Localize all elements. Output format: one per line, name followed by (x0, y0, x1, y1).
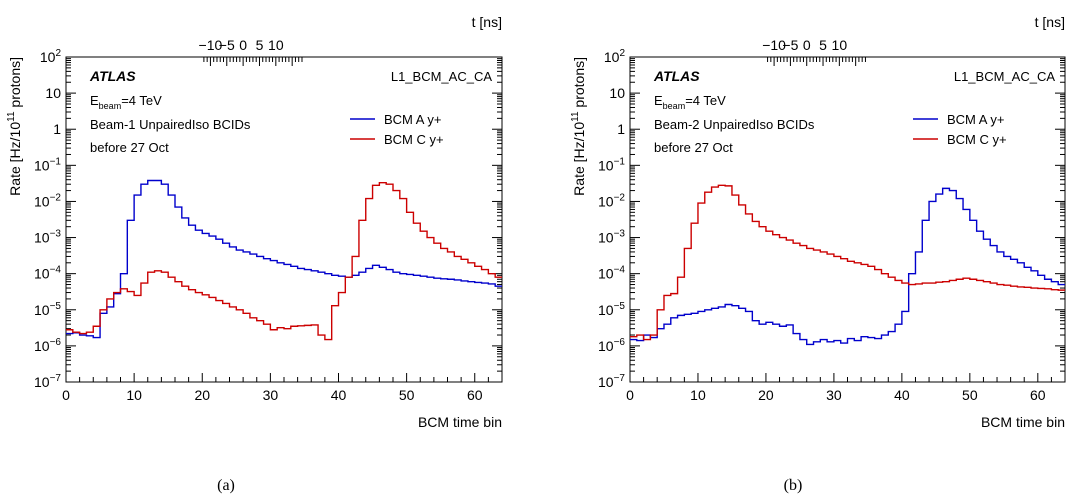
atlas-label: ATLAS (89, 68, 136, 84)
y-tick-label: 10−7 (34, 373, 61, 390)
y-tick-label: 10−1 (598, 156, 625, 173)
y-tick-label: 10−4 (598, 265, 625, 282)
panel-caption: (b) (784, 477, 803, 494)
x2-axis-title: t [ns] (1035, 14, 1065, 30)
x-axis-title: BCM time bin (981, 414, 1065, 430)
y-tick-label: 10−5 (34, 301, 61, 318)
series-line-bcm-a (630, 187, 1065, 346)
y-tick-label: 10−6 (598, 337, 625, 354)
x-tick-label: 20 (758, 387, 774, 403)
panel-caption: (a) (217, 477, 235, 494)
x-tick-label: 50 (962, 387, 978, 403)
y-tick-label: 1 (617, 121, 625, 137)
info-line: Beam-1 UnpairedIso BCIDs (90, 117, 251, 132)
x-tick-label: 60 (467, 387, 483, 403)
series-line-bcm-c (630, 184, 1065, 341)
y-tick-label: 10−5 (598, 301, 625, 318)
x-tick-label: 30 (263, 387, 279, 403)
x2-tick-label: 10 (268, 37, 284, 53)
x-tick-label: 20 (194, 387, 210, 403)
x2-tick-label: −10 (762, 37, 786, 53)
x-tick-label: 60 (1030, 387, 1046, 403)
atlas-label: ATLAS (653, 68, 700, 84)
legend-label: BCM C y+ (384, 132, 444, 147)
y-tick-label: 10−2 (598, 192, 625, 209)
x2-tick-label: 0 (803, 37, 811, 53)
chart-panel-b: 0 10 20 30 40 50 60−10−5 0 5 1010−710−610−510−410… (570, 14, 1066, 494)
chart-panel-a: 0 10 20 30 40 50 60−10−5 0 5 1010−710−610−510−410… (6, 14, 503, 494)
y-tick-label: 1 (53, 121, 61, 137)
x2-tick-label: 0 (239, 37, 247, 53)
x-tick-label: 40 (331, 387, 347, 403)
y-tick-label: 10−3 (34, 229, 61, 246)
x-tick-label: 0 (626, 387, 634, 403)
x2-tick-label: 5 (256, 37, 264, 53)
y-tick-label: 10−2 (34, 192, 61, 209)
trigger-label: L1_BCM_AC_CA (391, 69, 492, 84)
trigger-label: L1_BCM_AC_CA (954, 69, 1055, 84)
y-tick-label: 102 (604, 48, 626, 65)
x-tick-label: 40 (894, 387, 910, 403)
legend-label: BCM A y+ (384, 112, 441, 127)
y-tick-label: 10−6 (34, 337, 61, 354)
y-tick-label: 10 (45, 85, 61, 101)
y-tick-label: 10−1 (34, 156, 61, 173)
x-axis-title: BCM time bin (418, 414, 502, 430)
info-line: before 27 Oct (90, 140, 169, 155)
energy-label: Ebeam=4 TeV (90, 93, 162, 111)
x2-tick-label: −5 (782, 37, 798, 53)
x-tick-label: 10 (690, 387, 706, 403)
y-axis-title: Rate [Hz/1011 protons] (570, 57, 587, 196)
x-tick-label: 30 (826, 387, 842, 403)
x2-tick-label: 10 (832, 37, 848, 53)
legend-label: BCM A y+ (947, 112, 1004, 127)
legend-label: BCM C y+ (947, 132, 1007, 147)
y-tick-label: 102 (40, 48, 62, 65)
series-line-bcm-a (66, 179, 502, 339)
x2-tick-label: −5 (219, 37, 235, 53)
info-line: before 27 Oct (654, 140, 733, 155)
x-tick-label: 0 (62, 387, 70, 403)
y-axis-title: Rate [Hz/1011 protons] (6, 57, 23, 196)
x2-tick-label: −10 (199, 37, 223, 53)
y-tick-label: 10−4 (34, 265, 61, 282)
series-line-bcm-c (66, 182, 502, 341)
x2-axis-title: t [ns] (472, 14, 502, 30)
x-tick-label: 10 (126, 387, 142, 403)
y-tick-label: 10−7 (598, 373, 625, 390)
x-tick-label: 50 (399, 387, 415, 403)
y-tick-label: 10−3 (598, 229, 625, 246)
x2-tick-label: 5 (819, 37, 827, 53)
y-tick-label: 10 (609, 85, 625, 101)
energy-label: Ebeam=4 TeV (654, 93, 726, 111)
info-line: Beam-2 UnpairedIso BCIDs (654, 117, 815, 132)
